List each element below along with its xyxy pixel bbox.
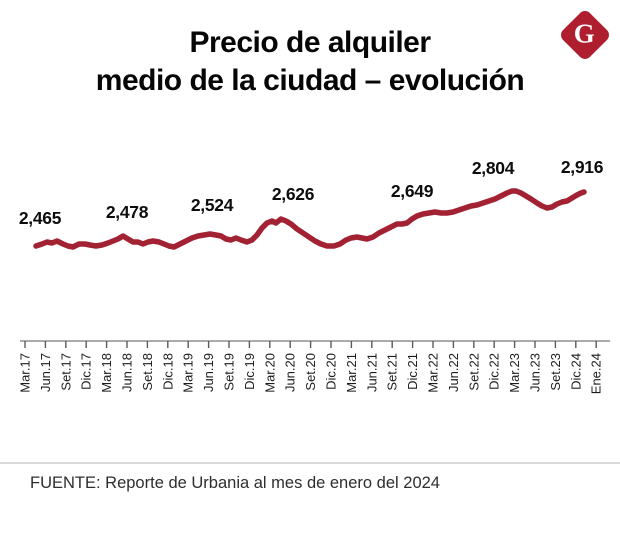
x-tick-label: Jun.19 [201,353,216,392]
x-tick-label: Mar.17 [18,353,33,393]
x-tick-label: Set.21 [385,353,400,391]
x-tick-label: Mar.20 [262,353,277,393]
x-tick-label: Mar.21 [344,353,359,393]
x-tick-label: Dic.24 [568,353,583,390]
x-tick-label: Dic.18 [160,353,175,390]
x-tick-label: Jun.23 [528,353,543,392]
x-tick-label: Mar.22 [426,353,441,393]
x-tick-label: Jun.20 [283,353,298,392]
price-line [33,188,587,250]
chart-title-line-2: medio de la ciudad – evolución [95,64,525,97]
x-tick-label: Jun.17 [38,353,53,392]
x-tick-label: Jun.22 [446,353,461,392]
data-label: 2,626 [271,184,315,204]
x-tick-label: Mar.23 [507,353,522,393]
x-tick-label: Jun.21 [364,353,379,392]
x-tick-label: Mar.18 [99,353,114,393]
data-label: 2,465 [18,208,62,228]
data-label: 2,916 [560,157,604,177]
chart-title: Precio de alquiler medio de la ciudad – … [0,24,620,100]
x-tick-label: Dic.19 [242,353,257,390]
x-tick-label: Set.19 [222,353,237,391]
x-tick-label: Dic.17 [79,353,94,390]
x-tick-label: Set.20 [303,353,318,391]
chart-title-line-1: Precio de alquiler [189,26,431,59]
footer-divider [0,462,620,464]
x-tick-label: Ene.24 [589,353,604,394]
x-tick-label: Set.18 [140,353,155,391]
data-label: 2,524 [190,195,234,215]
x-tick-label: Mar.19 [181,353,196,393]
x-tick-label: Dic.20 [324,353,339,390]
x-tick-label: Jun.18 [120,353,135,392]
x-tick-label: Dic.21 [405,353,420,390]
x-tick-label: Set.23 [548,353,563,391]
x-tick-label: Set.17 [58,353,73,391]
data-label: 2,478 [105,202,149,222]
x-tick-label: Set.22 [466,353,481,391]
data-label: 2,804 [471,158,515,178]
source-note: FUENTE: Reporte de Urbania al mes de ene… [30,474,440,492]
x-tick-label: Dic.22 [487,353,502,390]
data-label: 2,649 [390,181,434,201]
